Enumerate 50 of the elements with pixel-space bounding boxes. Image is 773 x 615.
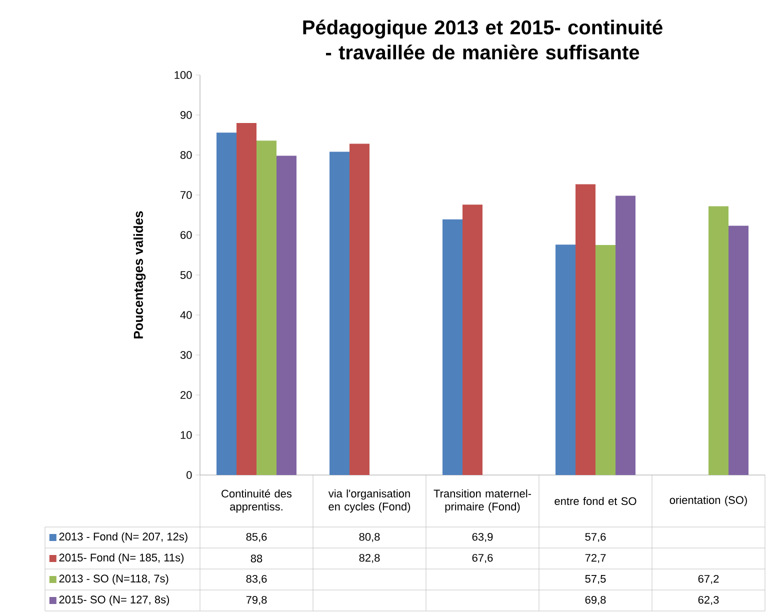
- y-tick-label: 10: [180, 431, 192, 439]
- y-tick-label: 40: [180, 311, 192, 319]
- legend-label: 2013 - Fond (N= 207, 12s): [59, 532, 188, 543]
- bar: [708, 206, 729, 476]
- legend-label: 2015- Fond (N= 185, 11s): [59, 553, 184, 564]
- bar: [350, 144, 370, 476]
- data-label: 67,6: [472, 554, 493, 564]
- data-label: 72,7: [585, 554, 606, 564]
- y-tick-label: 80: [180, 151, 192, 159]
- y-tick-label: 90: [180, 111, 192, 119]
- data-label: 67,2: [698, 574, 719, 584]
- bar: [256, 140, 276, 476]
- legend-label: 2015- SO (N= 127, 8s): [59, 595, 170, 606]
- x-tick-label: Continuité des apprentiss.: [222, 489, 292, 513]
- data-label: 79,8: [246, 596, 267, 606]
- data-label: 88: [250, 554, 262, 562]
- y-axis-title: Poucentages valides: [133, 211, 146, 338]
- data-label: 80,8: [359, 532, 380, 542]
- bar: [462, 204, 482, 476]
- data-label: 57,6: [585, 532, 606, 542]
- legend-label: 2013 - SO (N=118, 7s): [59, 574, 168, 585]
- data-label: 82,8: [359, 554, 380, 564]
- y-tick-label: 20: [180, 391, 192, 399]
- data-label: 85,6: [246, 532, 267, 542]
- y-tick-label: 30: [180, 351, 192, 359]
- y-tick-label: 100: [174, 71, 192, 79]
- data-label: 63,9: [472, 532, 493, 542]
- data-label: 69,8: [585, 596, 606, 606]
- bar: [216, 132, 236, 476]
- data-label: 57,5: [585, 575, 606, 584]
- x-tick-label: via l'organisation en cycles (Fond): [328, 489, 410, 513]
- x-tick-label: entre fond et SO: [554, 496, 636, 506]
- bar: [330, 152, 350, 476]
- bar: [596, 245, 616, 476]
- bar: [442, 219, 462, 476]
- chart-title: Pédagogique 2013 et 2015- continuité - travaillée de manière suffisante: [303, 20, 662, 60]
- bar: [616, 196, 636, 476]
- bar: [576, 184, 596, 476]
- y-tick-label: 50: [180, 271, 192, 279]
- bar: [556, 244, 576, 476]
- bar: [236, 122, 256, 476]
- y-tick-label: 0: [186, 471, 192, 479]
- data-label: 62,3: [698, 596, 719, 606]
- x-tick-label: orientation (SO): [670, 496, 747, 506]
- y-tick-label: 70: [180, 191, 192, 199]
- x-tick-label: Transition maternel-primaire (Fond): [434, 489, 531, 513]
- y-tick-label: 60: [180, 231, 192, 239]
- bar: [276, 156, 296, 476]
- data-label: 83,6: [246, 574, 267, 584]
- bar: [728, 226, 749, 476]
